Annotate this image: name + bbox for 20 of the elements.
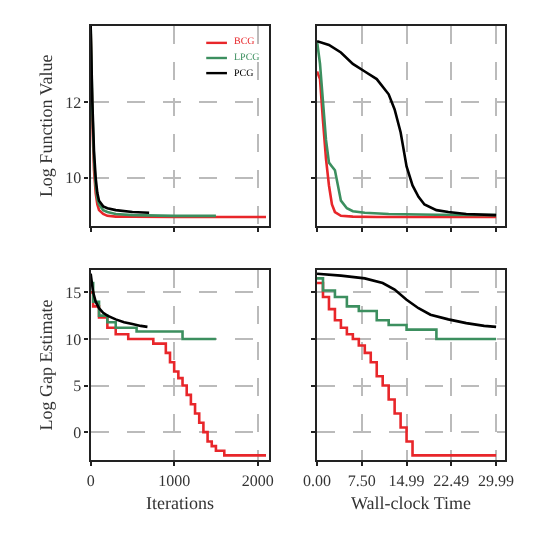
x-axis-title: Iterations [146,493,215,514]
x-tick-label: 2000 [241,471,274,490]
line-series [90,272,149,329]
x-tick-label: 14.99 [388,471,425,490]
x-tick-label: 1000 [158,471,191,490]
x-tick-label: 22.49 [433,471,470,490]
line-series [90,25,151,215]
y-tick-label: 10 [65,330,82,349]
y-axis-title: Log Function Value [35,54,56,198]
x-tick-label: 0 [86,471,95,490]
y-tick-label: 15 [65,283,82,302]
y-axis-title: Log Gap Estimate [35,299,56,431]
y-tick-label: 0 [73,423,82,442]
x-tick-label: 7.50 [347,471,376,490]
x-axis-title: Wall-clock Time [351,493,472,514]
y-tick-label: 5 [73,377,82,396]
y-tick-label: 12 [65,93,82,112]
y-tick-label: 10 [65,169,82,188]
x-tick-label: 29.99 [478,471,515,490]
x-tick-label: 0.00 [303,471,332,490]
